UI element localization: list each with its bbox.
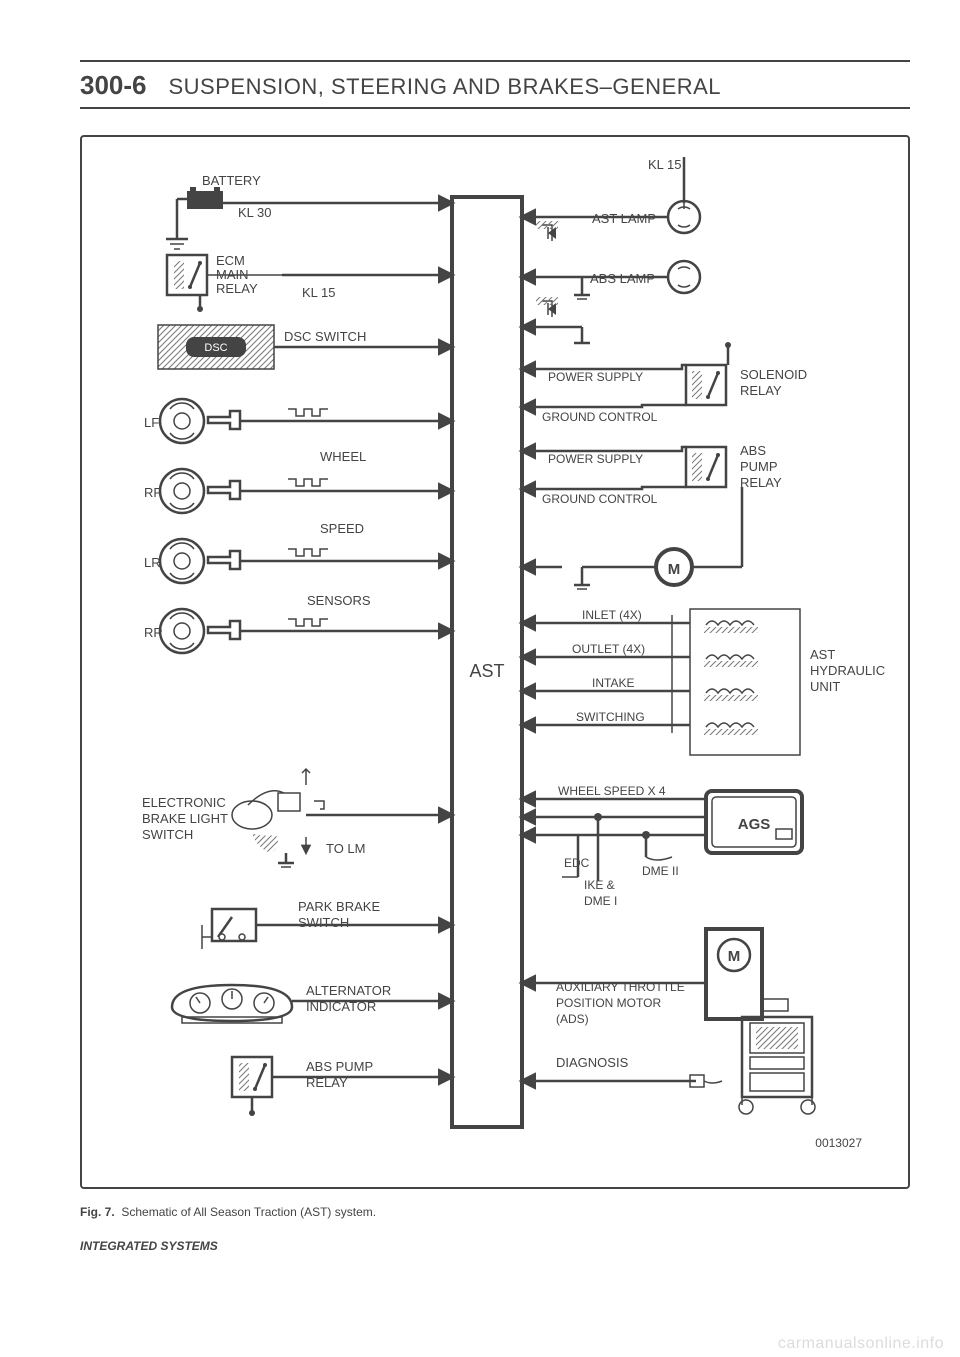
dsc-switch-label: DSC SWITCH (284, 329, 366, 344)
dme2-label: DME II (642, 864, 679, 878)
drawing-number: 0013027 (815, 1136, 862, 1150)
park2-label: SWITCH (298, 915, 349, 930)
asthyd1: AST (810, 647, 835, 662)
header-rule-bottom (80, 107, 910, 109)
ast-lamp-label: AST LAMP (592, 211, 656, 226)
abs-pump-relay-icon (232, 1057, 272, 1097)
elec-label-3: SWITCH (142, 827, 193, 842)
svg-text:LF: LF (144, 415, 159, 430)
figure-caption: Fig. 7. Schematic of All Season Traction… (80, 1205, 910, 1219)
cluster-icon (172, 985, 292, 1023)
battery-icon (187, 191, 223, 209)
watermark: carmanualsonline.info (778, 1335, 944, 1353)
sol2-label: RELAY (740, 383, 782, 398)
aux2: POSITION MOTOR (556, 996, 661, 1010)
motor-label: M (668, 561, 681, 578)
inlet-label: INLET (4X) (582, 608, 642, 622)
speed-label: SPEED (320, 521, 364, 536)
elec-label-2: BRAKE LIGHT (142, 811, 228, 826)
page-title: SUSPENSION, STEERING AND BRAKES–GENERAL (169, 74, 722, 100)
kl15-top-label: KL 15 (648, 157, 682, 172)
abs-lamp-label: ABS LAMP (590, 271, 655, 286)
diagram-svg: AST BATTERY KL 30 ECM MAIN RELAY KL 15 (82, 137, 908, 1187)
sensor-rr: RR (144, 609, 452, 653)
figure-caption-rest: Schematic of All Season Traction (AST) s… (121, 1205, 376, 1219)
ast-center-label: AST (469, 661, 504, 681)
brake-pedal-icon (232, 791, 300, 867)
sol1-label: SOLENOID (740, 367, 807, 382)
diagram-frame: AST BATTERY KL 30 ECM MAIN RELAY KL 15 (80, 135, 910, 1189)
intake-label: INTAKE (592, 676, 634, 690)
diode-icon (536, 297, 558, 317)
pwr1-label: POWER SUPPLY (548, 370, 643, 384)
asthyd2: HYDRAULIC (810, 663, 885, 678)
battery-label: BATTERY (202, 173, 261, 188)
kl30-label: KL 30 (238, 205, 272, 220)
absr3: RELAY (740, 475, 782, 490)
dsc-btn-label: DSC (204, 342, 227, 354)
absr2: PUMP (740, 459, 778, 474)
valve-rows (704, 621, 758, 735)
gnd2-label: GROUND CONTROL (542, 492, 658, 506)
wheel-label: WHEEL (320, 449, 366, 464)
aux-motor-label: M (728, 948, 741, 965)
sensor-lf: LF (144, 399, 452, 443)
kl15-label: KL 15 (302, 285, 336, 300)
ecm-relay-icon (167, 255, 207, 295)
park-brake-icon (212, 909, 256, 941)
page-header: 300-6 SUSPENSION, STEERING AND BRAKES–GE… (80, 70, 910, 101)
alt1-label: ALTERNATOR (306, 983, 391, 998)
svg-text:RF: RF (144, 485, 161, 500)
abs-pump1-label: ABS PUMP (306, 1059, 373, 1074)
svg-text:LR: LR (144, 555, 161, 570)
figure-caption-bold: Fig. 7. (80, 1205, 115, 1219)
absr1: ABS (740, 443, 766, 458)
outlet-label: OUTLET (4X) (572, 642, 645, 656)
asthyd3: UNIT (810, 679, 840, 694)
diode-icon (536, 221, 558, 241)
ecm-label-3: RELAY (216, 281, 258, 296)
aux3: (ADS) (556, 1012, 589, 1026)
ags-label: AGS (738, 816, 771, 833)
park1-label: PARK BRAKE (298, 899, 380, 914)
abs-lamp-icon (668, 261, 700, 293)
ecm-label-1: ECM (216, 253, 245, 268)
edc-label: EDC (564, 856, 590, 870)
sensors-label: SENSORS (307, 593, 371, 608)
pwr2-label: POWER SUPPLY (548, 452, 643, 466)
to-lm-label: TO LM (326, 841, 366, 856)
sensor-lr: LR (144, 539, 452, 583)
sensor-rf: RF (144, 469, 452, 513)
switching-label: SWITCHING (576, 710, 645, 724)
elec-label-1: ELECTRONIC (142, 795, 226, 810)
diag-label: DIAGNOSIS (556, 1055, 629, 1070)
dme1-label: DME I (584, 894, 617, 908)
ike-label: IKE & (584, 878, 615, 892)
gnd1-label: GROUND CONTROL (542, 410, 658, 424)
diagnostic-computer-icon (739, 1017, 815, 1114)
system-footer: INTEGRATED SYSTEMS (80, 1239, 910, 1253)
wheelx4-label: WHEEL SPEED X 4 (558, 784, 666, 798)
header-rule-top (80, 60, 910, 62)
page-number: 300-6 (80, 70, 147, 101)
